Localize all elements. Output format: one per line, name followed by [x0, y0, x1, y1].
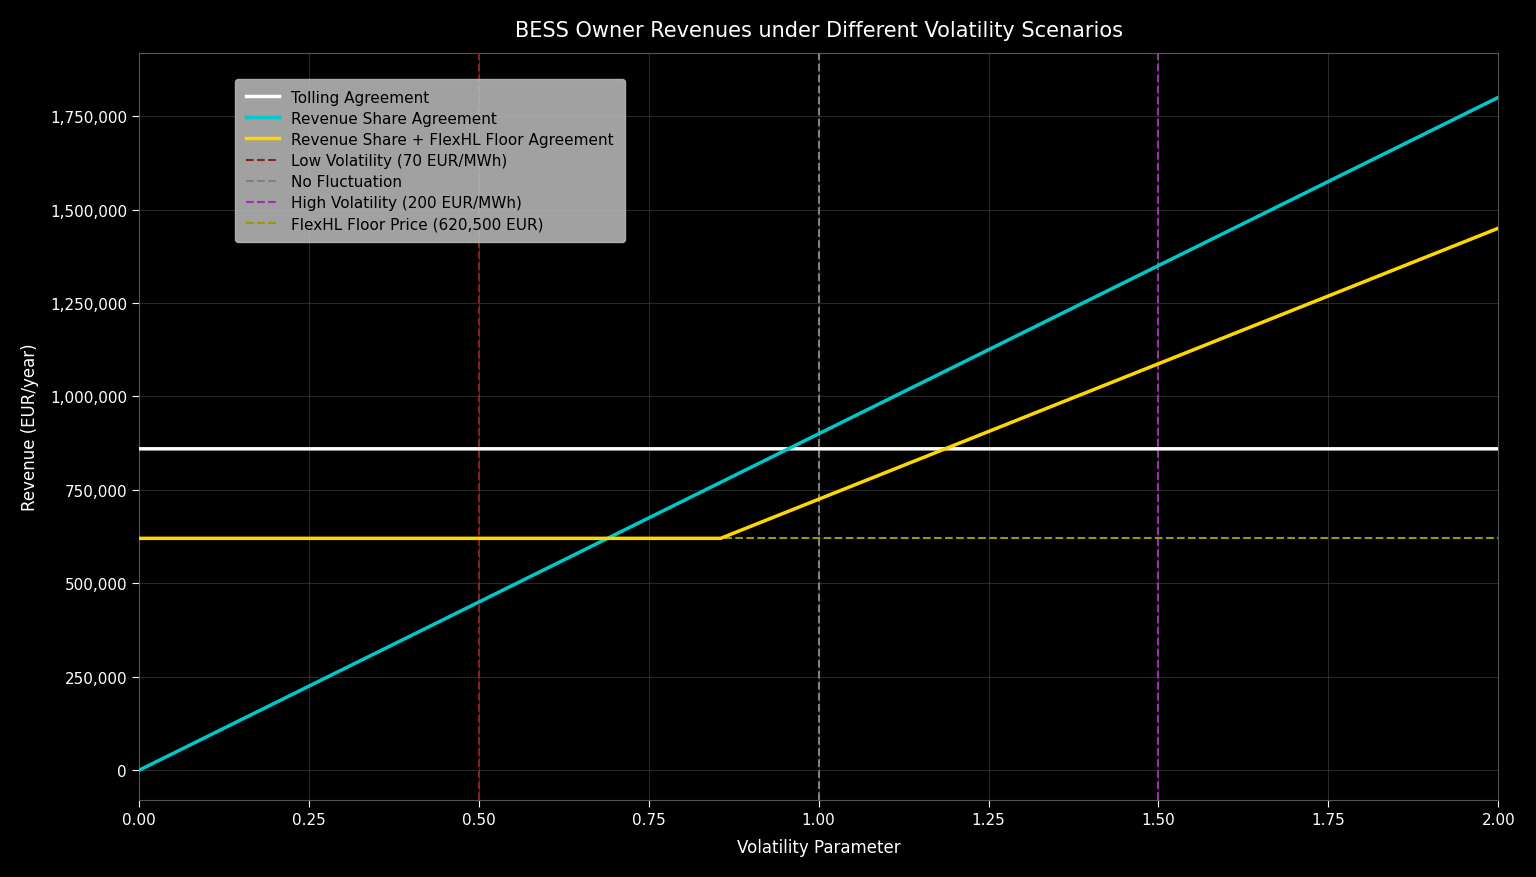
Revenue Share Agreement [1450, 112, 1468, 123]
Tolling Agreement [1488, 444, 1507, 454]
Revenue Share Agreement [1448, 113, 1467, 124]
High Volatility (200 EUR/MWh) [1149, 766, 1167, 776]
Tolling Agreement [754, 444, 773, 454]
Revenue Share + FlexHL Floor Agreement [1448, 239, 1467, 250]
Revenue Share + FlexHL Floor Agreement [754, 517, 773, 527]
Revenue Share Agreement [791, 438, 809, 449]
Revenue Share + FlexHL Floor Agreement [1450, 239, 1468, 250]
Tolling Agreement [1200, 444, 1218, 454]
Tolling Agreement [791, 444, 809, 454]
Low Volatility (70 EUR/MWh) [470, 766, 488, 776]
FlexHL Floor Price (620,500 EUR) [129, 533, 147, 544]
Title: BESS Owner Revenues under Different Volatility Scenarios: BESS Owner Revenues under Different Vola… [515, 21, 1123, 41]
Tolling Agreement [1450, 444, 1468, 454]
Revenue Share Agreement [129, 766, 147, 776]
Tolling Agreement [200, 444, 218, 454]
Revenue Share + FlexHL Floor Agreement [791, 502, 809, 512]
Revenue Share Agreement [200, 731, 218, 741]
Tolling Agreement [129, 444, 147, 454]
Revenue Share + FlexHL Floor Agreement [1488, 224, 1507, 234]
X-axis label: Volatility Parameter: Volatility Parameter [737, 838, 900, 856]
Revenue Share Agreement [1200, 236, 1218, 246]
Line: Revenue Share + FlexHL Floor Agreement: Revenue Share + FlexHL Floor Agreement [138, 229, 1498, 538]
Low Volatility (70 EUR/MWh) [470, 766, 488, 776]
Revenue Share + FlexHL Floor Agreement [200, 533, 218, 544]
Legend: Tolling Agreement, Revenue Share Agreement, Revenue Share + FlexHL Floor Agreeme: Tolling Agreement, Revenue Share Agreeme… [235, 80, 625, 243]
Line: Revenue Share Agreement: Revenue Share Agreement [138, 98, 1498, 771]
No Fluctuation [809, 766, 828, 776]
Revenue Share Agreement [754, 456, 773, 467]
FlexHL Floor Price (620,500 EUR) [809, 533, 828, 544]
Y-axis label: Revenue (EUR/year): Revenue (EUR/year) [22, 343, 38, 510]
No Fluctuation [809, 766, 828, 776]
Tolling Agreement [1448, 444, 1467, 454]
Revenue Share + FlexHL Floor Agreement [1200, 339, 1218, 349]
Revenue Share + FlexHL Floor Agreement [129, 533, 147, 544]
High Volatility (200 EUR/MWh) [1149, 766, 1167, 776]
Revenue Share Agreement [1488, 93, 1507, 103]
